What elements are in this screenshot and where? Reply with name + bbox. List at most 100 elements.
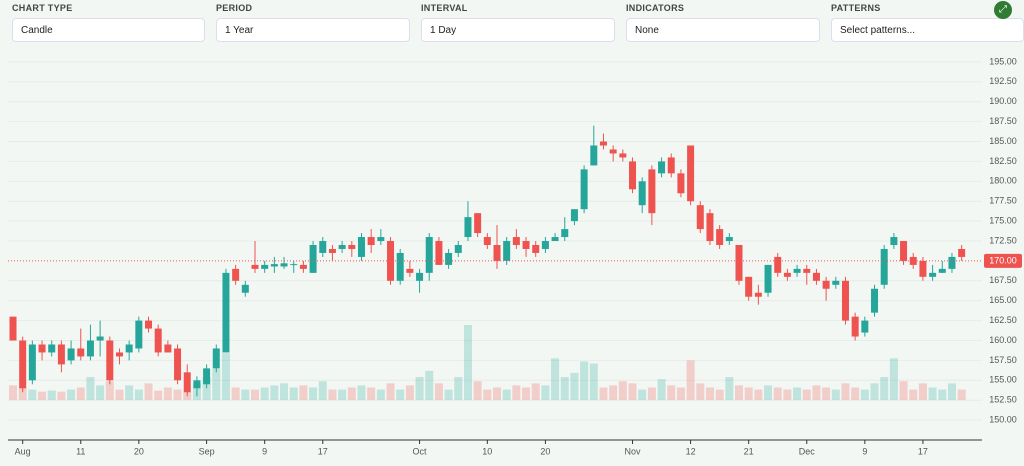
candle-body: [861, 320, 869, 333]
volume-bar: [202, 377, 211, 400]
candle-body: [687, 145, 695, 202]
candle-body: [174, 348, 182, 381]
volume-bar: [280, 383, 289, 400]
volume-bar: [18, 387, 27, 400]
candle-body: [38, 344, 46, 353]
candle-body: [532, 244, 540, 253]
candle-body: [609, 149, 617, 154]
control-label: PERIOD: [216, 3, 253, 13]
volume-bar: [822, 387, 831, 400]
volume-bar: [696, 383, 705, 400]
x-tick-label: 20: [540, 446, 550, 456]
volume-bar: [396, 389, 405, 400]
dropdown[interactable]: 1 Day: [421, 18, 615, 42]
volume-bar: [570, 372, 579, 400]
y-tick-label: 190.00: [989, 96, 1017, 106]
candle-body: [106, 340, 114, 381]
control: PERIOD 1 Year: [216, 0, 410, 42]
dropdown[interactable]: None: [626, 18, 820, 42]
x-tick-label: Dec: [799, 446, 816, 456]
volume-bar: [899, 381, 908, 400]
volume-bar: [309, 387, 318, 400]
volume-bar: [338, 389, 347, 400]
candle-body: [145, 320, 153, 329]
y-tick-label: 155.00: [989, 375, 1017, 385]
volume-bar: [444, 389, 453, 400]
dropdown[interactable]: Candle: [12, 18, 205, 42]
volume-bar: [241, 389, 250, 400]
volume-bar: [251, 389, 259, 400]
expand-button[interactable]: ⤢: [994, 1, 1012, 19]
control-label: CHART TYPE: [12, 3, 73, 13]
x-tick-label: 11: [76, 446, 85, 456]
candle-body: [638, 181, 646, 206]
volume-bar: [105, 381, 114, 400]
candle-body: [900, 241, 908, 261]
candle-body: [909, 256, 917, 265]
candle-body: [154, 328, 162, 353]
y-tick-label: 192.50: [989, 76, 1017, 86]
candle-body: [28, 344, 36, 381]
candle-body: [493, 244, 501, 261]
volume-bar: [754, 389, 763, 400]
x-tick-label: 17: [918, 446, 928, 456]
volume-bar: [880, 377, 889, 400]
candle-body: [328, 248, 336, 253]
volume-bar: [812, 385, 821, 400]
candle-body: [280, 263, 288, 267]
control-label: INDICATORS: [626, 3, 685, 13]
candle-body: [851, 316, 859, 337]
candle-body: [503, 241, 511, 261]
y-tick-label: 177.50: [989, 196, 1017, 206]
volume-bar: [773, 387, 782, 400]
volume-bar: [686, 360, 695, 400]
volume-bar: [9, 385, 17, 400]
candle-body: [454, 244, 462, 253]
volume-bar: [125, 385, 134, 400]
dropdown[interactable]: Select patterns...: [831, 18, 1024, 42]
volume-bar: [386, 383, 395, 400]
candle-body: [512, 237, 520, 245]
volume-bar: [618, 381, 627, 400]
volume-bar: [493, 387, 501, 400]
volume-bar: [318, 381, 327, 400]
candle-body: [203, 368, 211, 385]
candle-body: [483, 237, 491, 245]
y-tick-label: 195.00: [989, 56, 1017, 66]
volume-bar: [328, 389, 337, 400]
candle-body: [754, 292, 762, 297]
volume-bar: [676, 387, 685, 400]
candle-body: [19, 340, 27, 389]
candle-body: [745, 276, 753, 297]
volume-bar: [405, 385, 414, 400]
volume-bar: [918, 383, 927, 400]
candle-body: [764, 264, 772, 293]
candle-body: [774, 256, 782, 273]
candle-body: [812, 272, 820, 281]
volume-bar: [841, 383, 850, 400]
volume-bar: [957, 389, 966, 400]
y-tick-label: 152.50: [989, 395, 1017, 405]
candle-body: [445, 252, 453, 265]
y-tick-label: 175.00: [989, 215, 1017, 225]
candle-body: [938, 268, 946, 273]
candle-body: [599, 141, 607, 146]
candle-body: [251, 264, 259, 269]
control: PATTERNS Select patterns...: [831, 0, 1024, 42]
candle-body: [783, 272, 791, 277]
x-tick-label: Sep: [199, 446, 215, 456]
volume-bar: [657, 379, 666, 400]
volume-bar: [647, 387, 656, 400]
candle-body: [929, 272, 937, 277]
candle-body: [135, 320, 143, 349]
volume-bar: [938, 389, 947, 400]
dropdown[interactable]: 1 Year: [216, 18, 410, 42]
candle-body: [648, 169, 656, 214]
volume-bar: [260, 387, 269, 400]
y-tick-label: 182.50: [989, 156, 1017, 166]
y-tick-label: 165.00: [989, 295, 1017, 305]
candle-body: [541, 241, 549, 249]
control-label: INTERVAL: [421, 3, 468, 13]
volume-bar: [376, 389, 385, 400]
volume-bar: [502, 389, 511, 400]
